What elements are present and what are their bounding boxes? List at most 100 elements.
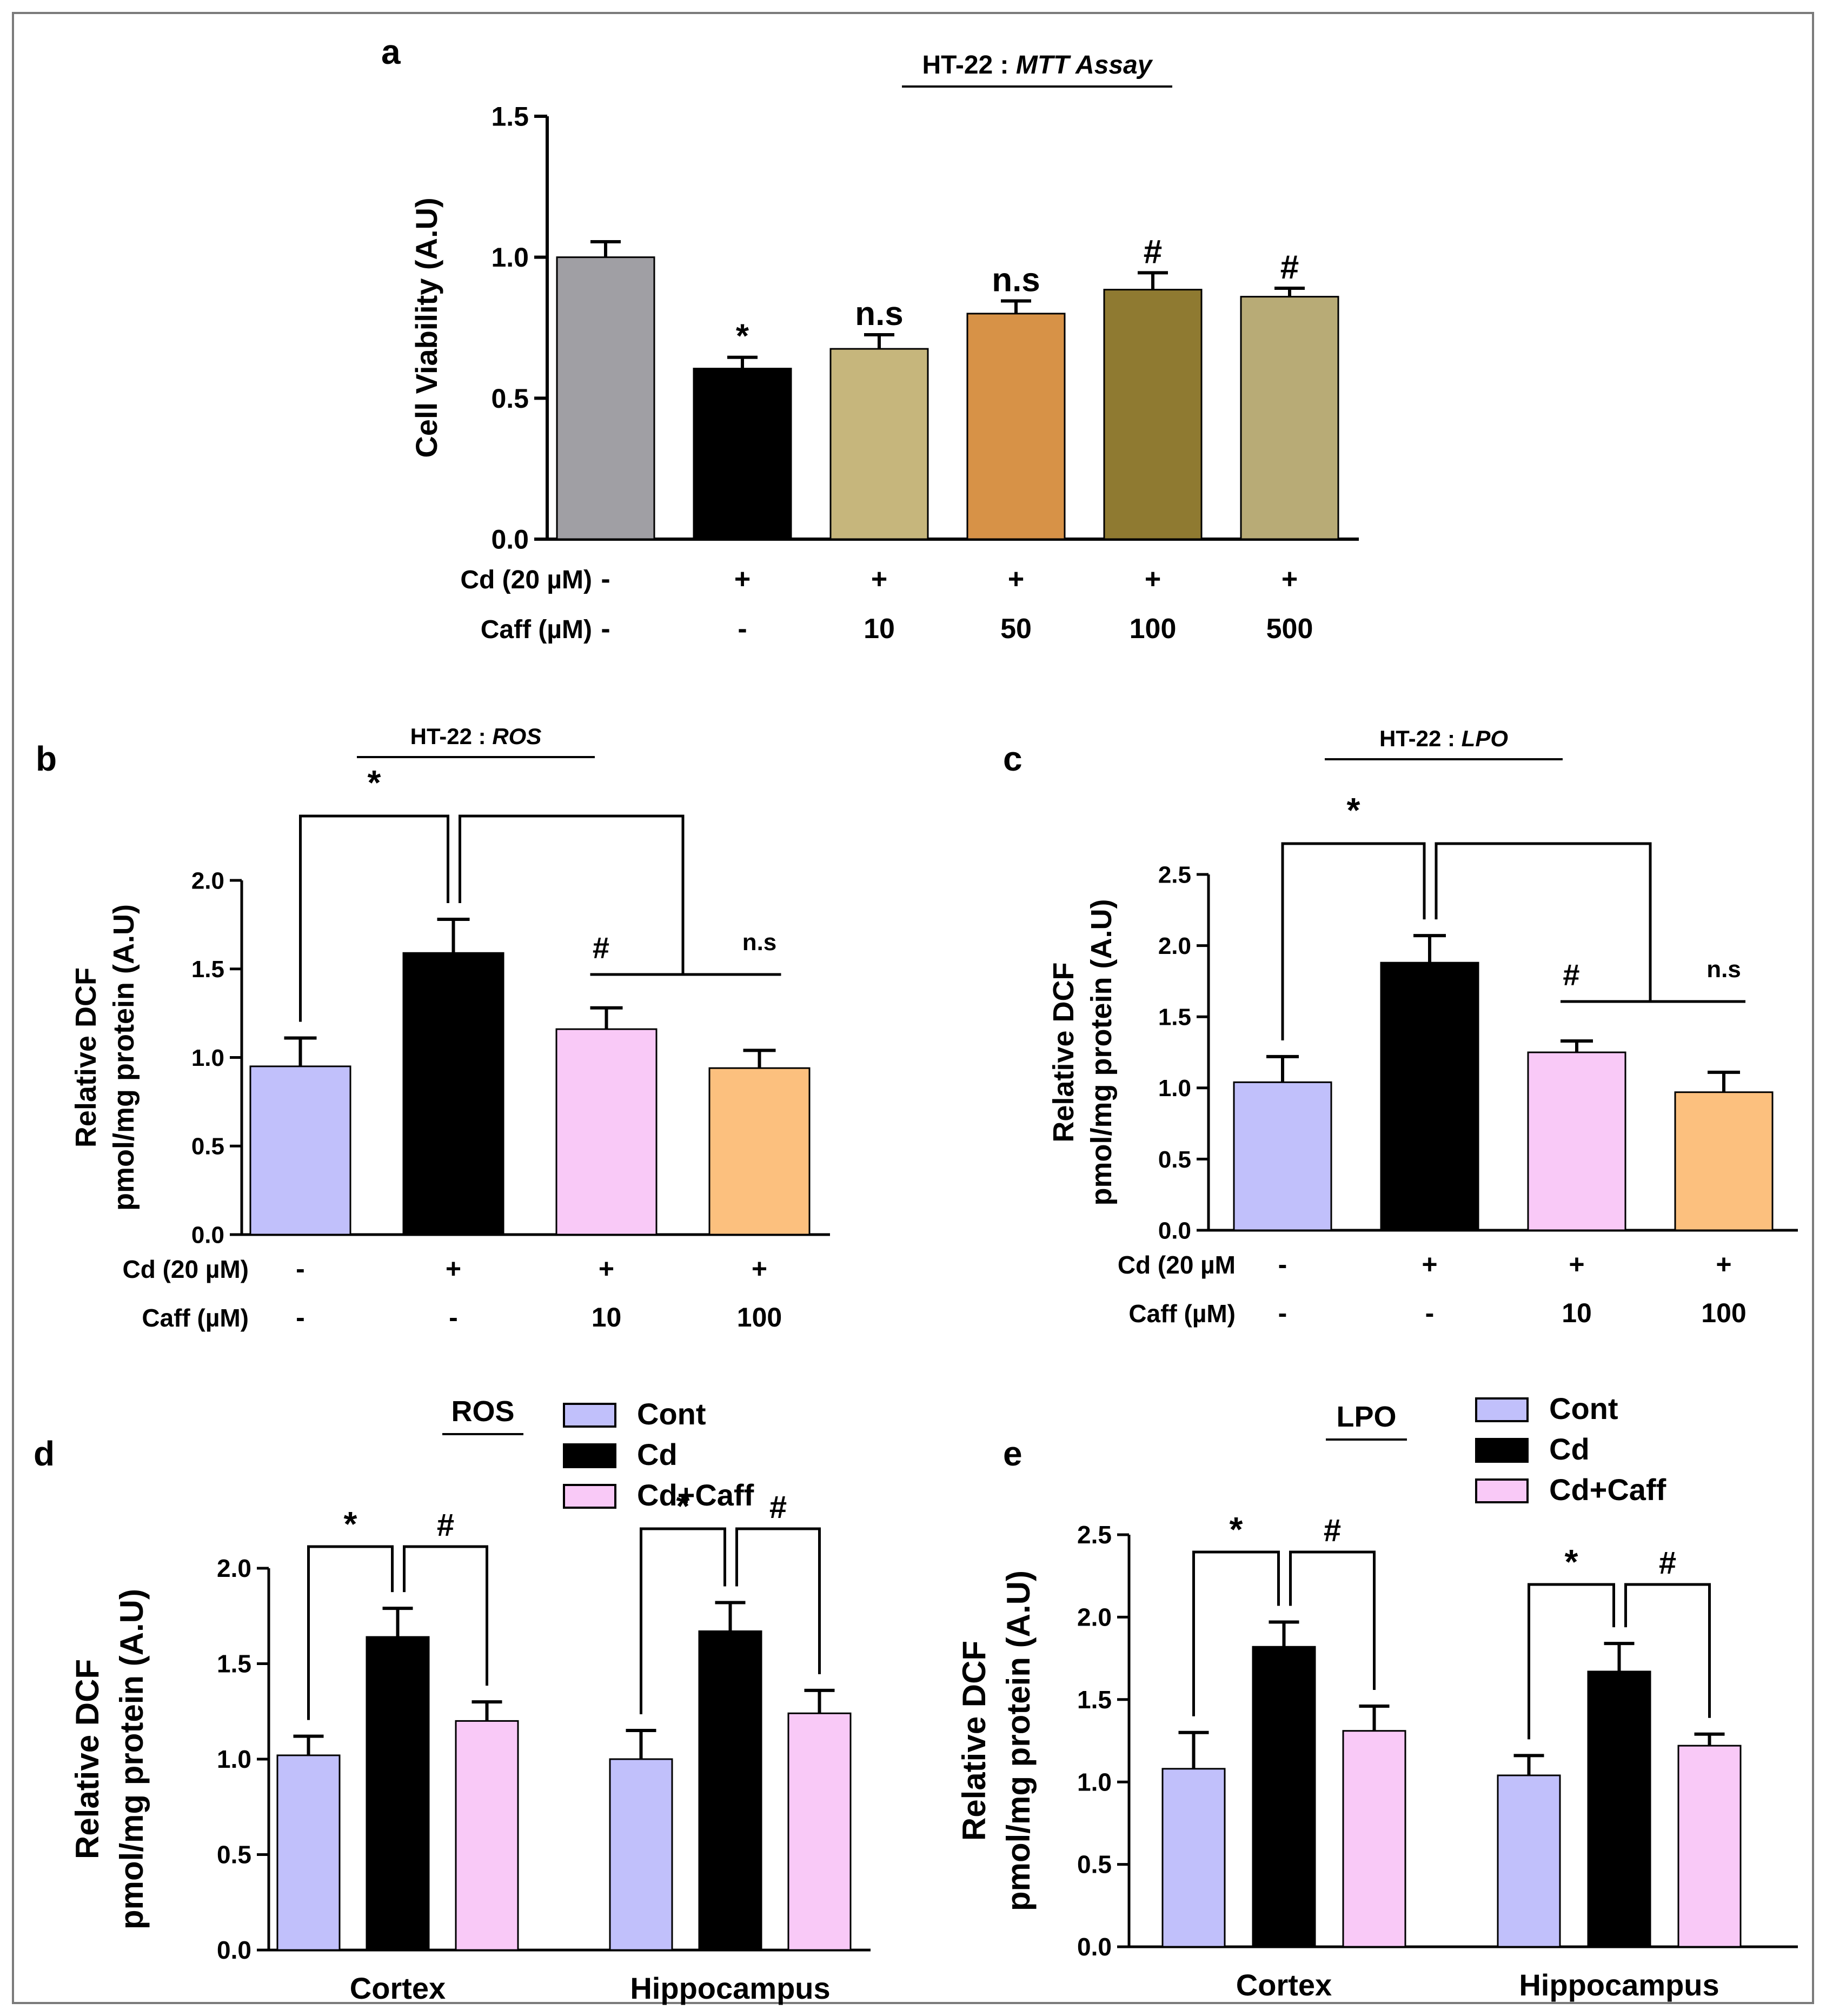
sig-label-d-0-star: * [344, 1504, 357, 1543]
y-tick-label-c: 0.5 [1158, 1146, 1191, 1173]
bar-d-0-2 [455, 1720, 519, 1951]
legend-label-d-2: Cd+Caff [637, 1478, 754, 1512]
y-tick-label-d: 0.0 [217, 1936, 251, 1964]
y-axis-title-d: pmol/mg protein (A.U) [114, 1589, 150, 1929]
y-tick-label-c: 2.0 [1158, 933, 1191, 959]
bar-d-1-0 [609, 1758, 673, 1951]
x-tick-label-d-1: Hippocampus [630, 1971, 830, 2005]
cd-value-c-0: - [1278, 1249, 1287, 1279]
bar-a-4 [1103, 289, 1203, 540]
bar-a-5 [1240, 296, 1339, 540]
caff-value-b-3: 100 [737, 1302, 782, 1332]
cd-value-b-3: + [752, 1254, 767, 1284]
y-tick-label-a: 0.5 [491, 383, 529, 414]
title-e: LPO [1336, 1401, 1396, 1433]
y-axis-title-e: Relative DCF [956, 1641, 992, 1841]
bar-e-1-2 [1677, 1745, 1742, 1948]
figure-frame [12, 12, 1814, 2004]
cd-value-a-5: + [1281, 563, 1298, 595]
title-d: ROS [451, 1395, 514, 1428]
y-tick-label-d: 1.0 [217, 1745, 251, 1773]
title-a-plain: HT-22 : [922, 51, 1016, 79]
bar-d-1-2 [787, 1712, 852, 1951]
cd-value-a-4: + [1145, 563, 1161, 595]
panel-letter-e: e [1003, 1434, 1022, 1473]
sig-label-e-1-star: * [1565, 1542, 1578, 1581]
caff-label-a: Caff (µM) [481, 615, 592, 644]
cd-label-c: Cd (20 µM [1118, 1251, 1236, 1279]
y-axis-title-b: pmol/mg protein (A.U) [108, 904, 140, 1211]
y-tick-label-c: 2.5 [1158, 861, 1191, 888]
sig-label-d-0-hash: # [437, 1508, 454, 1543]
caff-value-c-2: 10 [1562, 1298, 1592, 1328]
bar-c-3 [1674, 1091, 1774, 1231]
sig-label-b-ns: n.s [742, 929, 777, 956]
caff-value-a-1: - [738, 613, 747, 645]
bar-c-2 [1527, 1051, 1626, 1231]
y-tick-label-d: 0.5 [217, 1841, 251, 1869]
cd-value-c-2: + [1569, 1249, 1584, 1279]
legend-label-d-0: Cont [637, 1397, 706, 1431]
y-tick-label-c: 1.0 [1158, 1075, 1191, 1102]
y-tick-label-b: 2.0 [191, 867, 224, 894]
y-tick-label-e: 2.0 [1077, 1603, 1112, 1632]
panel-letter-a: a [381, 32, 401, 71]
x-tick-label-d-0: Cortex [350, 1971, 446, 2005]
sig-bracket-d-0-star [307, 1545, 394, 1720]
title-c-plain: HT-22 : [1379, 726, 1462, 751]
sig-bracket-e-1-star [1528, 1583, 1615, 1740]
bar-a-0 [556, 256, 655, 540]
sig-label-a-1: * [736, 318, 749, 355]
caff-value-c-0: - [1278, 1298, 1287, 1328]
bar-e-1-0 [1497, 1774, 1561, 1948]
bar-b-1 [402, 952, 504, 1236]
sig-bracket-d-1-star [640, 1527, 726, 1715]
sig-bracket-c-treat [1435, 842, 1652, 1002]
y-tick-label-e: 2.5 [1077, 1521, 1112, 1549]
cd-value-c-1: + [1422, 1249, 1437, 1279]
sig-bracket-e-1-hash [1624, 1583, 1711, 1718]
y-tick-label-e: 0.5 [1077, 1851, 1112, 1879]
sig-label-a-2: n.s [855, 295, 904, 333]
sig-label-c-ns: n.s [1707, 956, 1741, 983]
panel-letter-c: c [1003, 739, 1022, 778]
y-axis-title-c: Relative DCF [1047, 962, 1080, 1142]
bar-d-1-1 [698, 1630, 762, 1951]
caff-label-b: Caff (µM) [142, 1304, 249, 1332]
bar-e-0-2 [1342, 1730, 1406, 1948]
cd-value-c-3: + [1716, 1249, 1731, 1279]
legend-swatch-d-0 [563, 1403, 616, 1428]
legend-label-e-0: Cont [1549, 1391, 1618, 1425]
y-tick-label-e: 1.0 [1077, 1768, 1112, 1796]
legend-label-e-2: Cd+Caff [1549, 1473, 1666, 1507]
cd-label-a: Cd (20 µM) [460, 566, 592, 594]
caff-value-a-2: 10 [864, 613, 895, 645]
panel-letter-d: d [34, 1434, 55, 1473]
bar-a-3 [966, 313, 1066, 540]
cd-value-a-2: + [871, 563, 887, 595]
cd-value-b-1: + [446, 1254, 461, 1284]
bar-b-0 [249, 1065, 351, 1236]
caff-value-c-1: - [1425, 1298, 1435, 1328]
y-tick-label-e: 1.5 [1077, 1686, 1112, 1714]
caff-value-a-3: 50 [1000, 613, 1032, 645]
sig-label-c-hash: # [1563, 958, 1579, 992]
sig-label-a-4: # [1144, 233, 1162, 270]
y-tick-label-a: 0.0 [491, 525, 529, 555]
x-tick-label-e-0: Cortex [1236, 1968, 1332, 2002]
y-axis-title-a: Cell Viability (A.U) [409, 197, 443, 457]
bar-a-1 [693, 368, 792, 540]
sig-bracket-d-0-hash [403, 1545, 488, 1686]
caff-value-c-3: 100 [1701, 1298, 1746, 1328]
sig-label-d-1-hash: # [769, 1490, 787, 1525]
bar-b-3 [708, 1067, 811, 1236]
sig-label-e-0-star: * [1230, 1510, 1243, 1549]
cd-value-a-3: + [1008, 563, 1024, 595]
title-a: HT-22 : MTT Assay [922, 51, 1153, 79]
title-a-italic: MTT Assay [1016, 51, 1153, 79]
sig-bracket-e-0-star [1192, 1550, 1280, 1716]
sig-label-a-5: # [1280, 249, 1299, 286]
y-axis-title-d: Relative DCF [69, 1659, 105, 1859]
sig-bracket-b-star [299, 814, 449, 1022]
y-tick-label-c: 1.5 [1158, 1004, 1191, 1031]
